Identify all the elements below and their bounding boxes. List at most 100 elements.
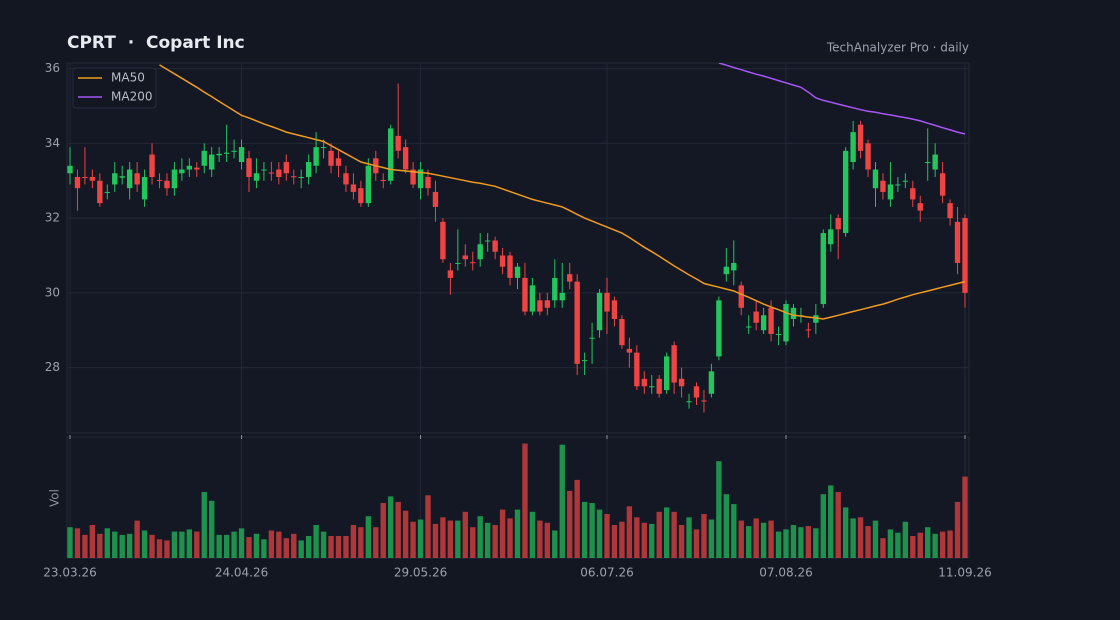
- volume-bar: [716, 461, 722, 558]
- candle-body: [179, 169, 185, 174]
- volume-bar: [634, 517, 640, 558]
- volume-bar: [186, 529, 193, 558]
- volume-bar: [417, 519, 424, 558]
- volume-bar: [954, 501, 961, 558]
- volume-bar: [596, 509, 603, 558]
- candle-body: [701, 400, 707, 402]
- candle-body: [865, 143, 871, 170]
- volume-bar: [67, 527, 73, 558]
- volume-bar: [462, 511, 468, 558]
- volume-bar: [768, 520, 774, 558]
- candle-body: [164, 180, 170, 189]
- candle-body: [499, 255, 506, 267]
- volume-bar: [865, 526, 871, 558]
- volume-bar: [209, 500, 215, 558]
- volume-bar: [753, 518, 759, 558]
- volume-bar: [432, 523, 439, 558]
- candles: [67, 63, 968, 413]
- candle-body: [559, 292, 565, 301]
- volume-bar: [447, 520, 454, 558]
- candle-body: [954, 221, 961, 263]
- candle-body: [760, 315, 767, 331]
- candle-body: [395, 135, 401, 151]
- x-tick-label: 23.03.26: [43, 566, 96, 580]
- volume-bar: [141, 530, 148, 558]
- volume-bar: [402, 510, 409, 558]
- volume-bar: [619, 521, 625, 558]
- volume-bar: [216, 534, 222, 558]
- volume-bar: [686, 517, 692, 558]
- candle-body: [619, 319, 625, 346]
- x-tick-label: 11.09.26: [938, 566, 991, 580]
- volume-bar: [82, 534, 88, 558]
- candle-body: [902, 180, 909, 182]
- candle-body: [589, 337, 595, 339]
- x-tick-label: 06.07.26: [580, 566, 633, 580]
- volume-bar: [484, 522, 491, 558]
- volume-bar: [925, 527, 931, 558]
- volume-bar: [201, 492, 207, 558]
- candle-body: [425, 176, 431, 189]
- legend-label: MA200: [111, 90, 152, 104]
- volume-bar: [738, 520, 744, 558]
- ma-line: [159, 64, 966, 320]
- volume-bar: [828, 485, 834, 558]
- candle-body: [246, 158, 252, 177]
- volume-bar: [89, 525, 96, 558]
- candle-body: [89, 176, 96, 181]
- candle-body: [156, 179, 163, 181]
- volume-bar: [261, 539, 267, 558]
- volume-bar: [783, 529, 789, 558]
- candle-body: [462, 255, 468, 260]
- candle-body: [209, 154, 215, 170]
- volume-bar: [514, 509, 521, 558]
- candle-body: [231, 150, 237, 152]
- volume-bar: [917, 532, 923, 558]
- volume-bar: [112, 531, 118, 558]
- candle-body: [805, 329, 812, 331]
- candle-body: [253, 173, 260, 181]
- volume-bar: [820, 494, 826, 558]
- volume-bar: [581, 501, 588, 558]
- volume-bar: [179, 531, 185, 558]
- candle-body: [276, 169, 282, 177]
- candle-body: [112, 173, 118, 185]
- volume-bar: [910, 536, 916, 558]
- candle-body: [417, 169, 424, 189]
- price-panel: [66, 62, 970, 434]
- volume-bar: [895, 532, 901, 558]
- candle-body: [604, 292, 610, 312]
- candle-body: [746, 326, 752, 328]
- volume-bar: [887, 529, 894, 558]
- volume-bar: [276, 531, 282, 558]
- volume-bar: [805, 526, 812, 558]
- candle-body: [171, 169, 178, 189]
- volume-bar: [246, 537, 252, 558]
- y-tick-label: 30: [45, 285, 60, 299]
- volume-bar: [231, 531, 237, 558]
- volume-bar: [775, 531, 782, 558]
- candle-body: [939, 173, 946, 196]
- volume-bar: [656, 511, 662, 558]
- volume-bar: [790, 525, 797, 558]
- volume-bar: [477, 516, 483, 558]
- volume-bar: [328, 536, 334, 558]
- volume-bar: [626, 506, 633, 558]
- volume-bar: [857, 517, 864, 558]
- candle-body: [238, 147, 245, 163]
- candle-body: [97, 180, 103, 204]
- y-tick-label: 34: [45, 136, 60, 150]
- volume-bar: [746, 526, 752, 558]
- volume-bar: [522, 443, 528, 558]
- candle-body: [552, 277, 558, 301]
- candle-body: [917, 203, 923, 211]
- volume-bar: [365, 516, 372, 558]
- candle-body: [514, 266, 521, 278]
- volume-bar: [126, 533, 133, 558]
- candle-body: [455, 262, 461, 264]
- volume-bar: [880, 538, 886, 558]
- candle-body: [932, 154, 938, 170]
- candle-body: [522, 277, 528, 312]
- candle-body: [328, 150, 334, 166]
- volume-bar: [149, 534, 155, 558]
